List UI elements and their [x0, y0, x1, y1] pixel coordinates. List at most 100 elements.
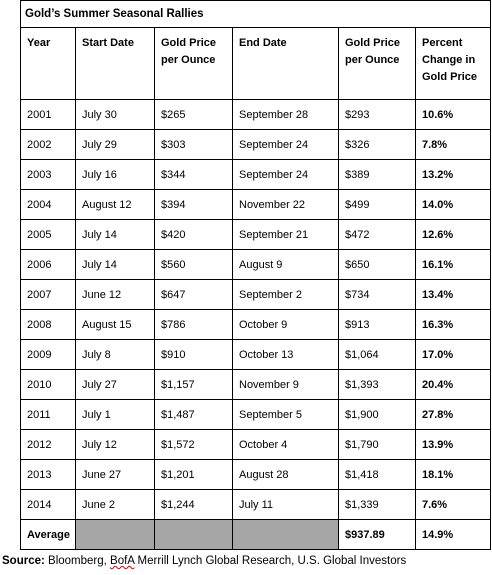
- gold-rallies-table: Gold’s Summer Seasonal Rallies Year Star…: [19, 0, 492, 550]
- cell-percent-change: 16.1%: [414, 249, 492, 280]
- table-row: 2003 July 16 $344 September 24 $389 13.2%: [20, 159, 492, 190]
- cell-end-date: August 9: [232, 249, 339, 280]
- cell-year: 2009: [20, 339, 76, 370]
- table-row: 2006 July 14 $560 August 9 $650 16.1%: [20, 249, 492, 280]
- shaded-empty-cell: [154, 519, 233, 550]
- table-row: 2007 June 12 $647 September 2 $734 13.4%: [20, 279, 492, 310]
- cell-end-price: $1,064: [338, 339, 416, 370]
- header-end-price: Gold Price per Ounce: [338, 27, 416, 100]
- cell-end-date: October 4: [232, 429, 339, 460]
- cell-start-price: $394: [154, 189, 233, 220]
- source-label: Source:: [2, 555, 45, 567]
- cell-end-price: $293: [338, 99, 416, 130]
- cell-start-date: August 15: [75, 309, 155, 340]
- cell-percent-change: 14.0%: [414, 189, 492, 220]
- table-row: 2014 June 2 $1,244 July 11 $1,339 7.6%: [20, 489, 492, 520]
- cell-year: 2008: [20, 309, 76, 340]
- cell-percent-change: 27.8%: [414, 399, 492, 430]
- cell-year: 2003: [20, 159, 76, 190]
- cell-start-date: June 2: [75, 489, 155, 520]
- header-start-date: Start Date: [75, 27, 155, 100]
- cell-start-price: $786: [154, 309, 233, 340]
- cell-start-price: $265: [154, 99, 233, 130]
- cell-year: 2004: [20, 189, 76, 220]
- cell-start-date: June 12: [75, 279, 155, 310]
- cell-percent-change: 12.6%: [414, 219, 492, 250]
- cell-year: 2005: [20, 219, 76, 250]
- cell-end-price: $499: [338, 189, 416, 220]
- cell-end-price: $389: [338, 159, 416, 190]
- cell-start-price: $420: [154, 219, 233, 250]
- cell-percent-change: 13.2%: [414, 159, 492, 190]
- table-row: 2008 August 15 $786 October 9 $913 16.3%: [20, 309, 492, 340]
- cell-percent-change: 13.9%: [414, 429, 492, 460]
- table-title: Gold’s Summer Seasonal Rallies: [19, 0, 492, 28]
- cell-start-date: July 8: [75, 339, 155, 370]
- cell-percent-change: 7.6%: [414, 489, 492, 520]
- cell-end-price: $1,418: [338, 459, 416, 490]
- cell-start-price: $647: [154, 279, 233, 310]
- cell-percent-change: 17.0%: [414, 339, 492, 370]
- cell-year: 2001: [20, 99, 76, 130]
- header-start-price: Gold Price per Ounce: [154, 27, 233, 100]
- cell-end-price: $1,790: [338, 429, 416, 460]
- header-percent-change: Percent Change in Gold Price: [414, 27, 492, 100]
- cell-year: 2012: [20, 429, 76, 460]
- header-end-date: End Date: [232, 27, 339, 100]
- shaded-empty-cell: [232, 519, 339, 550]
- header-year: Year: [20, 27, 76, 100]
- table-row: 2001 July 30 $265 September 28 $293 10.6%: [20, 99, 492, 130]
- cell-start-price: $1,572: [154, 429, 233, 460]
- cell-start-date: August 12: [75, 189, 155, 220]
- table-row: 2010 July 27 $1,157 November 9 $1,393 20.4%: [20, 369, 492, 400]
- shaded-empty-cell: [75, 519, 155, 550]
- cell-start-date: July 29: [75, 129, 155, 160]
- table-row: 2009 July 8 $910 October 13 $1,064 17.0%: [20, 339, 492, 370]
- cell-end-price: $913: [338, 309, 416, 340]
- cell-start-price: $1,201: [154, 459, 233, 490]
- cell-year: 2007: [20, 279, 76, 310]
- cell-end-price: $472: [338, 219, 416, 250]
- cell-end-price: $1,339: [338, 489, 416, 520]
- average-row: Average $937.89 14.9%: [20, 519, 492, 550]
- header-row: Year Start Date Gold Price per Ounce End…: [20, 27, 492, 100]
- cell-year: 2006: [20, 249, 76, 280]
- cell-end-date: August 28: [232, 459, 339, 490]
- cell-end-price: $1,393: [338, 369, 416, 400]
- table-row: 2004 August 12 $394 November 22 $499 14.0%: [20, 189, 492, 220]
- cell-end-date: September 5: [232, 399, 339, 430]
- cell-end-date: October 13: [232, 339, 339, 370]
- cell-percent-change: 18.1%: [414, 459, 492, 490]
- cell-percent-change: 20.4%: [414, 369, 492, 400]
- cell-start-price: $910: [154, 339, 233, 370]
- cell-year: 2014: [20, 489, 76, 520]
- table-row: 2013 June 27 $1,201 August 28 $1,418 18.1%: [20, 459, 492, 490]
- cell-start-date: July 30: [75, 99, 155, 130]
- cell-year: 2002: [20, 129, 76, 160]
- cell-end-price: $326: [338, 129, 416, 160]
- cell-start-price: $1,157: [154, 369, 233, 400]
- cell-percent-change: 13.4%: [414, 279, 492, 310]
- cell-start-price: $303: [154, 129, 233, 160]
- source-note: Source: Bloomberg, BofA Merrill Lynch Gl…: [2, 555, 406, 567]
- cell-start-date: July 27: [75, 369, 155, 400]
- cell-start-price: $1,244: [154, 489, 233, 520]
- cell-end-date: July 11: [232, 489, 339, 520]
- cell-year: 2013: [20, 459, 76, 490]
- cell-end-date: September 21: [232, 219, 339, 250]
- cell-year: 2011: [20, 399, 76, 430]
- table-row: 2012 July 12 $1,572 October 4 $1,790 13.9%: [20, 429, 492, 460]
- cell-end-price: $1,900: [338, 399, 416, 430]
- cell-start-price: $344: [154, 159, 233, 190]
- cell-end-date: September 28: [232, 99, 339, 130]
- cell-start-date: July 1: [75, 399, 155, 430]
- cell-start-date: July 14: [75, 249, 155, 280]
- cell-end-date: October 9: [232, 309, 339, 340]
- cell-end-date: September 24: [232, 159, 339, 190]
- cell-start-date: July 16: [75, 159, 155, 190]
- table-row: 2002 July 29 $303 September 24 $326 7.8%: [20, 129, 492, 160]
- average-percent-change: 14.9%: [414, 519, 492, 550]
- cell-end-date: September 24: [232, 129, 339, 160]
- cell-end-date: September 2: [232, 279, 339, 310]
- cell-end-price: $650: [338, 249, 416, 280]
